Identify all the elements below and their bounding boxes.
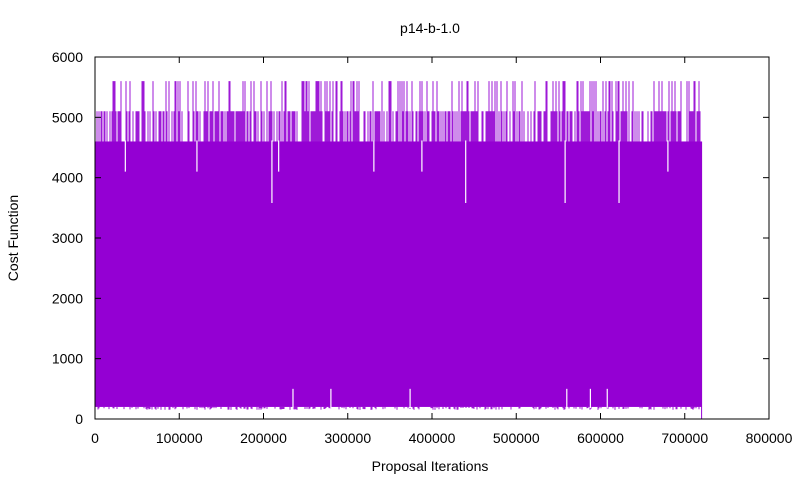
y-tick-label: 1000 <box>52 351 83 367</box>
y-tick-label: 5000 <box>52 109 83 125</box>
chart-title: p14-b-1.0 <box>400 20 460 36</box>
y-tick-label: 4000 <box>52 170 83 186</box>
x-tick-label: 700000 <box>661 430 708 446</box>
x-tick-label: 500000 <box>493 430 540 446</box>
series-spikes <box>96 81 701 410</box>
x-tick-label: 100000 <box>156 430 203 446</box>
ticks-layer: 0 100000 200000 300000 400000 500000 600000 700… <box>52 49 793 446</box>
y-tick-label: 0 <box>75 411 83 427</box>
x-axis-label: Proposal Iterations <box>372 458 489 474</box>
x-tick-label: 400000 <box>409 430 456 446</box>
x-tick-label: 800000 <box>746 430 793 446</box>
plot-frame <box>94 56 770 420</box>
x-tick-label: 300000 <box>324 430 371 446</box>
y-axis-label: Cost Function <box>5 195 21 281</box>
y-tick-label: 2000 <box>52 290 83 306</box>
x-tick-label: 0 <box>91 430 99 446</box>
y-tick-label: 6000 <box>52 49 83 65</box>
x-tick-label: 200000 <box>240 430 287 446</box>
y-tick-label: 3000 <box>52 230 83 246</box>
x-tick-label: 600000 <box>577 430 624 446</box>
series-layer <box>95 81 703 419</box>
series-band <box>95 141 702 407</box>
